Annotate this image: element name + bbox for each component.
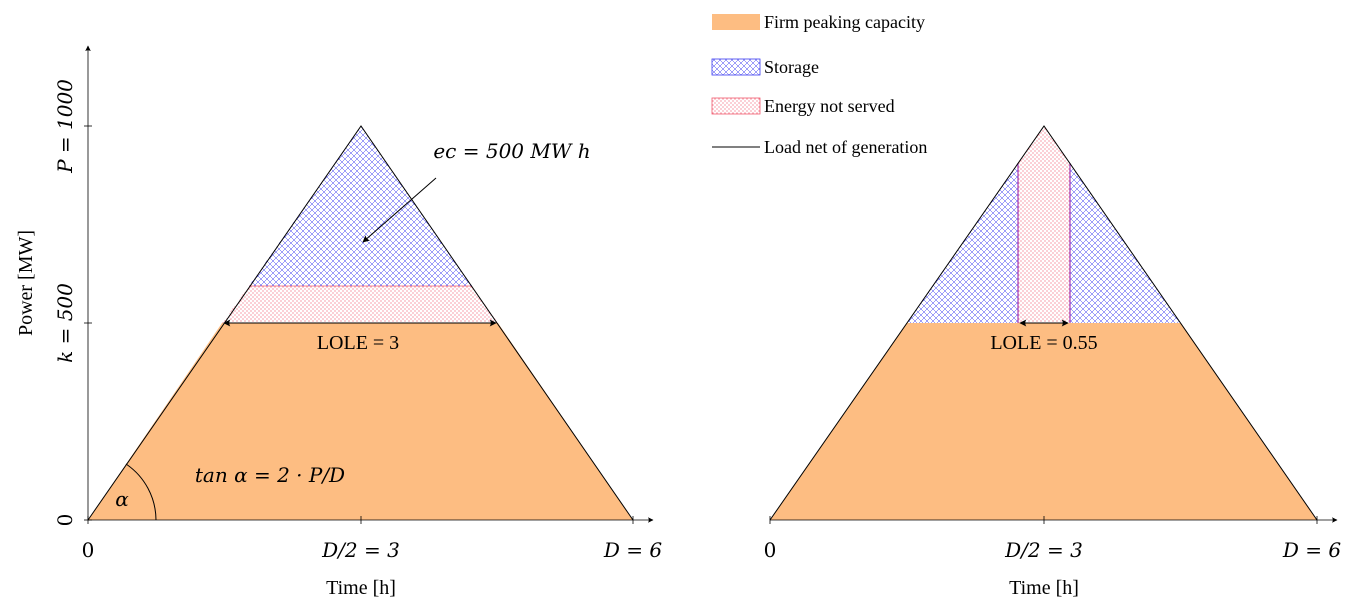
legend-item-load: Load net of generation <box>712 137 927 157</box>
legend: Firm peaking capacity Storage Energy not… <box>711 12 927 157</box>
legend-swatch-firm <box>712 14 760 30</box>
legend-item-firm: Firm peaking capacity <box>712 12 925 32</box>
left-ec-label: ec = 500 MW h <box>433 139 590 163</box>
left-storage-area <box>249 126 472 286</box>
left-x-axis-label: Time [h] <box>326 577 396 599</box>
legend-label-storage: Storage <box>764 57 819 77</box>
left-y-tick-k-label: k = 500 <box>53 283 77 363</box>
left-y-axis-label: Power [MW] <box>15 230 37 336</box>
left-alpha-label: α <box>115 487 129 511</box>
legend-item-ens: Energy not served <box>711 96 895 116</box>
right-ens-dots <box>1018 126 1070 323</box>
right-x-tick-0-label: 0 <box>764 538 777 562</box>
legend-swatch-storage <box>711 58 761 76</box>
legend-item-storage: Storage <box>711 57 819 77</box>
left-firm-area <box>88 323 633 520</box>
left-lole-label: LOLE = 3 <box>317 332 399 354</box>
left-load-line <box>87 125 634 521</box>
legend-label-firm: Firm peaking capacity <box>764 12 925 32</box>
left-y-tick-0-label: 0 <box>53 514 77 527</box>
legend-label-ens: Energy not served <box>764 96 895 116</box>
right-panel: 0 D/2 = 3 D = 6 Time [h] LOLE = 0.55 <box>764 125 1342 599</box>
left-ec-arrow <box>362 177 437 243</box>
legend-swatch-ens <box>711 97 761 115</box>
left-x-tick-0-label: 0 <box>82 538 95 562</box>
left-ens-area <box>222 286 498 323</box>
left-alpha-arc <box>125 463 157 521</box>
right-x-tick-mid-label: D/2 = 3 <box>1004 538 1083 562</box>
left-panel: Power [MW] P = 1000 k = 500 0 0 D/2 = 3 … <box>15 45 663 599</box>
right-x-tick-end-label: D = 6 <box>1282 538 1342 562</box>
left-x-tick-mid-label: D/2 = 3 <box>321 538 400 562</box>
right-load-line <box>769 125 1318 521</box>
left-x-tick-end-label: D = 6 <box>603 538 663 562</box>
right-lole-label: LOLE = 0.55 <box>990 332 1097 354</box>
right-firm-area <box>770 323 1317 520</box>
right-x-axis-label: Time [h] <box>1009 577 1079 599</box>
left-tan-label: tan α = 2 · P/D <box>195 463 345 487</box>
left-y-tick-p-label: P = 1000 <box>53 79 77 174</box>
legend-label-load: Load net of generation <box>764 137 927 157</box>
